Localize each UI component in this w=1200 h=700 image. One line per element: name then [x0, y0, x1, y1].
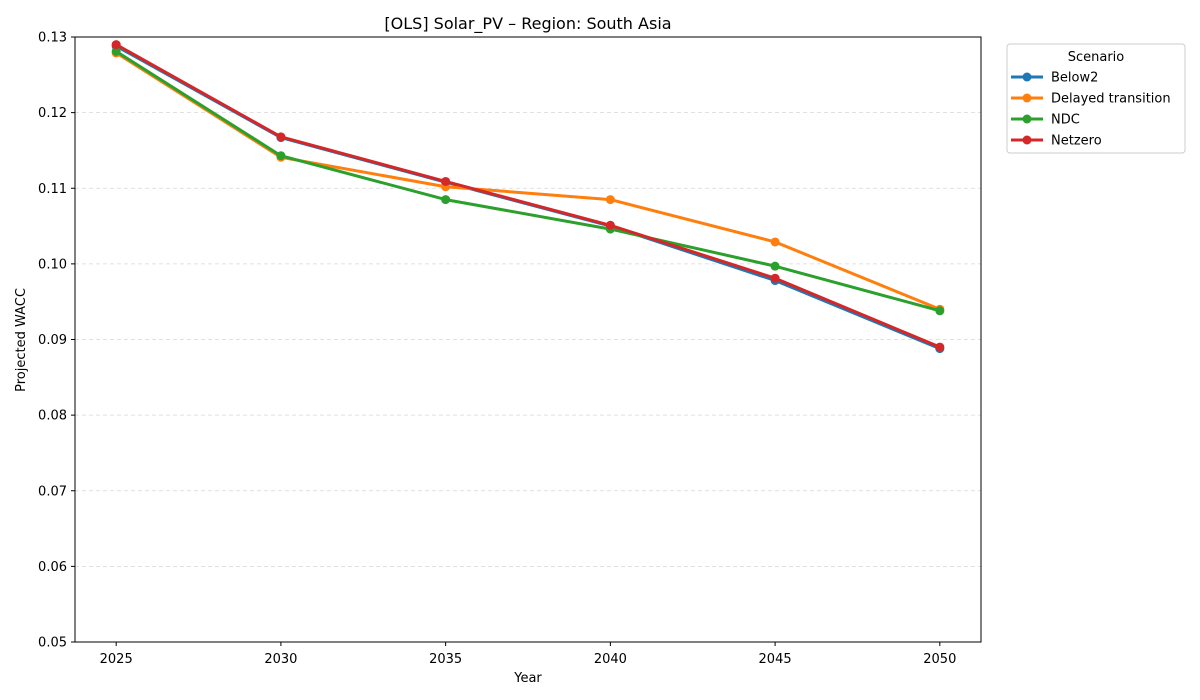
x-tick-label: 2045 [759, 652, 792, 667]
data-point [770, 261, 780, 271]
x-tick-label: 2040 [594, 652, 627, 667]
x-tick-label: 2050 [923, 652, 956, 667]
x-tick-label: 2035 [429, 652, 462, 667]
y-tick-label: 0.05 [38, 636, 67, 651]
data-point [111, 46, 121, 56]
legend-title: Scenario [1068, 50, 1125, 65]
data-point [605, 220, 615, 230]
y-axis: 0.05 0.06 0.07 0.08 0.09 0.10 0.11 0.12 0.13 [38, 31, 75, 651]
data-point [441, 195, 451, 205]
x-tick-label: 2025 [100, 652, 133, 667]
legend-swatch-marker [1022, 93, 1032, 103]
x-axis: 2025 2030 2035 2040 2045 2050 [100, 642, 956, 667]
series-delayed-transition [111, 48, 945, 314]
y-tick-label: 0.13 [38, 31, 67, 46]
series-ndc [111, 46, 945, 316]
series-line [114, 43, 942, 349]
y-tick-label: 0.10 [38, 257, 67, 272]
legend-label: Netzero [1051, 134, 1102, 149]
series-netzero [111, 40, 945, 352]
series-line [114, 49, 942, 313]
series-line [114, 44, 942, 351]
legend: Scenario Below2 Delayed transition NDC Netz… [1006, 43, 1186, 154]
legend-swatch-marker [1022, 135, 1032, 145]
data-point [935, 342, 945, 352]
data-point [276, 151, 286, 161]
legend-frame [1006, 43, 1186, 154]
legend-item: NDC [1011, 113, 1080, 128]
x-axis-label: Year [513, 671, 542, 686]
chart-title: [OLS] Solar_PV – Region: South Asia [384, 14, 671, 34]
legend-swatch-marker [1022, 72, 1032, 82]
y-tick-label: 0.08 [38, 409, 67, 424]
y-tick-label: 0.12 [38, 106, 67, 121]
legend-item: Below2 [1011, 71, 1098, 86]
y-tick-label: 0.07 [38, 484, 67, 499]
legend-item: Delayed transition [1011, 92, 1171, 107]
series-group [111, 40, 945, 354]
series-below2 [111, 41, 945, 354]
data-point [605, 195, 615, 205]
data-point [111, 40, 121, 50]
x-tick-label: 2030 [264, 652, 297, 667]
legend-item: Netzero [1011, 134, 1102, 149]
y-tick-label: 0.11 [38, 182, 67, 197]
legend-label: NDC [1051, 113, 1080, 128]
data-point [276, 132, 286, 142]
series-line [114, 51, 942, 311]
legend-label: Delayed transition [1051, 92, 1171, 107]
grid [75, 36, 981, 643]
y-axis-label: Projected WACC [14, 288, 29, 392]
legend-swatch-marker [1022, 114, 1032, 124]
y-tick-label: 0.09 [38, 333, 67, 348]
data-point [770, 237, 780, 247]
data-point [441, 176, 451, 186]
y-tick-label: 0.06 [38, 560, 67, 575]
data-point [770, 273, 780, 283]
legend-label: Below2 [1051, 71, 1098, 86]
data-point [935, 306, 945, 316]
